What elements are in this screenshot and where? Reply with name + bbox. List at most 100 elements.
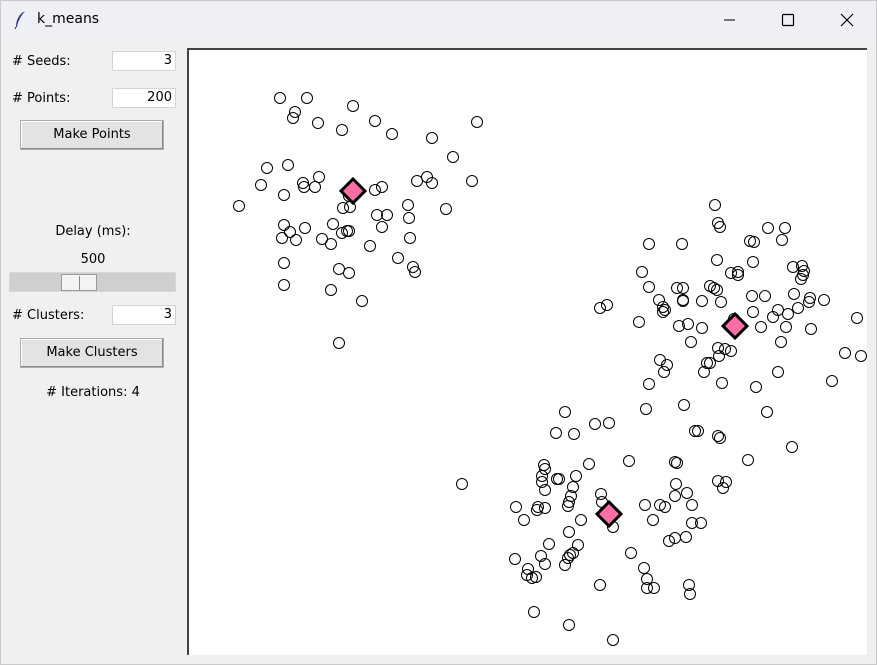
data-point	[559, 559, 571, 571]
make-points-button[interactable]: Make Points	[20, 120, 164, 150]
close-button[interactable]	[824, 1, 870, 39]
data-point	[535, 550, 547, 562]
data-point	[725, 345, 737, 357]
data-point	[803, 296, 815, 308]
cluster-centroid	[720, 311, 750, 341]
data-point	[371, 209, 383, 221]
data-point	[553, 473, 565, 485]
data-point	[732, 266, 744, 278]
data-point	[701, 357, 713, 369]
data-point	[653, 294, 665, 306]
clusters-input[interactable]: 3	[112, 305, 176, 325]
data-point	[643, 281, 655, 293]
data-point	[607, 634, 619, 646]
data-point	[648, 582, 660, 594]
data-point	[715, 296, 727, 308]
data-point	[704, 280, 716, 292]
data-point	[603, 417, 615, 429]
data-point	[826, 375, 838, 387]
data-point	[747, 306, 759, 318]
data-point	[714, 221, 726, 233]
data-point	[692, 425, 704, 437]
data-point	[392, 252, 404, 264]
data-point	[695, 517, 707, 529]
data-point	[530, 571, 542, 583]
delay-label: Delay (ms):	[55, 224, 131, 239]
title-bar: k_means	[1, 1, 876, 39]
data-point	[341, 225, 353, 237]
data-point	[276, 232, 288, 244]
data-point	[732, 269, 744, 281]
data-point	[795, 273, 807, 285]
data-point	[521, 569, 533, 581]
maximize-icon	[781, 13, 795, 27]
data-point	[376, 181, 388, 193]
data-point	[583, 458, 595, 470]
clusters-label: # Clusters:	[12, 308, 85, 323]
data-point	[570, 470, 582, 482]
data-point	[456, 478, 468, 490]
slider-grip	[79, 276, 81, 290]
data-point	[683, 579, 695, 591]
minimize-icon	[724, 19, 735, 21]
data-point	[407, 261, 419, 273]
data-point	[640, 403, 652, 415]
minimize-button[interactable]	[707, 1, 753, 39]
data-point	[747, 256, 759, 268]
maximize-button[interactable]	[765, 1, 811, 39]
data-point	[639, 499, 651, 511]
data-point	[839, 347, 851, 359]
data-point	[657, 306, 669, 318]
data-point	[659, 501, 671, 513]
data-point	[564, 549, 576, 561]
data-point	[759, 290, 771, 302]
data-point	[278, 257, 290, 269]
data-point	[712, 430, 724, 442]
data-point	[255, 179, 267, 191]
data-point	[278, 279, 290, 291]
data-point	[779, 222, 791, 234]
data-point	[711, 254, 723, 266]
data-point	[767, 311, 779, 323]
feather-icon	[14, 11, 25, 30]
data-point	[677, 295, 689, 307]
data-point	[572, 539, 584, 551]
data-point	[780, 321, 792, 333]
slider-thumb[interactable]	[61, 274, 98, 291]
data-point	[316, 233, 328, 245]
data-point	[343, 267, 355, 279]
data-point	[568, 428, 580, 440]
data-point	[278, 189, 290, 201]
data-point	[298, 181, 310, 193]
data-point	[659, 304, 671, 316]
points-input[interactable]: 200	[112, 88, 176, 108]
data-point	[409, 266, 421, 278]
data-point	[539, 463, 551, 475]
points-label: # Points:	[12, 91, 71, 106]
data-point	[563, 619, 575, 631]
data-point	[625, 547, 637, 559]
window-title: k_means	[37, 11, 100, 27]
plot-canvas[interactable]	[187, 48, 867, 655]
data-point	[411, 175, 423, 187]
data-point	[471, 116, 483, 128]
data-point	[594, 579, 606, 591]
data-point	[567, 481, 579, 493]
data-point	[685, 336, 697, 348]
data-point	[643, 378, 655, 390]
scatter-plot	[233, 92, 867, 646]
delay-slider[interactable]	[9, 272, 176, 292]
cluster-centroid	[594, 499, 624, 529]
data-point	[289, 106, 301, 118]
data-point	[786, 441, 798, 453]
data-point	[440, 203, 452, 215]
data-point	[404, 232, 416, 244]
control-panel: # Seeds: 3 # Points: 200 Make Points Del…	[1, 39, 187, 664]
seeds-input[interactable]: 3	[112, 51, 176, 71]
make-clusters-button[interactable]: Make Clusters	[20, 338, 164, 368]
data-point	[633, 316, 645, 328]
data-point	[518, 514, 530, 526]
data-point	[654, 354, 666, 366]
data-point	[658, 366, 670, 378]
